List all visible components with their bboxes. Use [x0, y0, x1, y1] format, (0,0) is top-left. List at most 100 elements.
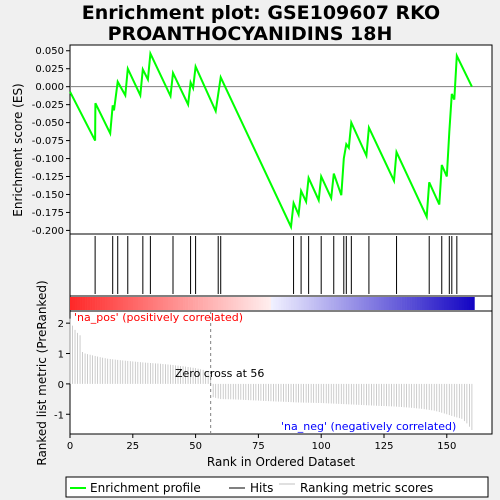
x-tick-label: 100 — [312, 441, 331, 452]
es-ytick-label: -0.025 — [32, 100, 64, 111]
hit-marks — [94, 236, 458, 294]
zero-cross-annotation: Zero cross at 56 — [175, 367, 264, 380]
gradient-cell — [308, 297, 312, 310]
gradient-cell — [411, 297, 415, 310]
gradient-cell — [434, 297, 438, 310]
es-ylabel: Enrichment score (ES) — [11, 83, 25, 216]
gradient-cell — [288, 297, 292, 310]
gradient-panel — [69, 295, 493, 312]
rank-ytick-label: -1 — [54, 410, 64, 421]
gradient-cell — [258, 297, 262, 310]
es-ytick-label: -0.100 — [32, 154, 64, 165]
gradient-cell — [361, 297, 365, 310]
legend-label-metric: Ranking metric scores — [300, 481, 433, 495]
gradient-cell — [409, 297, 412, 310]
gradient-cell — [270, 297, 274, 310]
gradient-cell — [323, 297, 327, 310]
neg-annotation: 'na_neg' (negatively correlated) — [281, 420, 456, 433]
gradient-cell — [195, 297, 199, 310]
es-axis-ticks: 0.050 0.025 0.000 -0.025 -0.050 -0.075 -0.100 -… — [32, 46, 70, 237]
gradient-cell — [381, 297, 385, 310]
gradient-cell — [218, 297, 222, 310]
gradient-cell — [208, 297, 211, 310]
gradient-cell — [162, 297, 166, 310]
gradient-cell — [155, 297, 159, 310]
gradient-cell — [85, 297, 88, 310]
rank-ytick-label: 1 — [58, 350, 64, 361]
gradient-cell — [268, 297, 272, 310]
gradient-cell — [451, 297, 455, 310]
gradient-cell — [296, 297, 299, 310]
hits-plot-area — [69, 233, 493, 297]
gradient-cell — [293, 297, 297, 310]
rank-plot-area — [69, 310, 493, 435]
gradient-cell — [441, 297, 445, 310]
x-tick-label: 150 — [437, 441, 456, 452]
gradient-cell — [376, 297, 380, 310]
gradient-cell — [90, 297, 93, 310]
enrichment-profile-line — [69, 49, 473, 231]
gradient-cell — [205, 297, 209, 310]
gradient-cell — [215, 297, 219, 310]
gradient-cell — [132, 297, 136, 310]
es-ytick-label: -0.200 — [32, 226, 64, 237]
es-ytick-label: -0.150 — [32, 190, 64, 201]
gradient-cell — [353, 297, 357, 310]
gradient-cell — [446, 297, 450, 310]
gradient-cell — [152, 297, 156, 310]
gradient-cell — [386, 297, 390, 310]
gradient-cell — [454, 297, 458, 310]
gradient-cell — [363, 297, 367, 310]
gradient-cell — [117, 297, 121, 310]
legend-label-hits: Hits — [250, 481, 273, 495]
gradient-cell — [316, 297, 319, 310]
gradient-cell — [193, 297, 196, 310]
gradient-cell — [135, 297, 139, 310]
x-tick-label: 25 — [126, 441, 139, 452]
gradient-cell — [95, 297, 98, 310]
gradient-cell — [368, 297, 372, 310]
gradient-cell — [165, 297, 169, 310]
gradient-cell — [466, 297, 470, 310]
gradient-cell — [175, 297, 179, 310]
hits-panel — [69, 233, 493, 297]
gradient-cell — [178, 297, 181, 310]
gradient-cell — [461, 297, 465, 310]
gradient-cell — [137, 297, 141, 310]
gradient-cell — [273, 297, 277, 310]
gradient-cell — [449, 297, 453, 310]
gradient-cell — [378, 297, 382, 310]
gradient-cell — [102, 297, 106, 310]
ranking-metric-bars — [69, 318, 473, 431]
gradient-cell — [328, 297, 332, 310]
gradient-cell — [439, 297, 443, 310]
gradient-cell — [383, 297, 387, 310]
es-ytick-label: -0.125 — [32, 172, 64, 183]
x-tick-label: 75 — [252, 441, 265, 452]
gradient-cell — [301, 297, 304, 310]
gradient-cell — [343, 297, 347, 310]
gradient-cell — [311, 297, 314, 310]
gradient-cell — [469, 297, 473, 310]
gradient-cell — [107, 297, 111, 310]
gradient-cell — [127, 297, 131, 310]
gradient-cell — [180, 297, 184, 310]
gradient-cell — [321, 297, 325, 310]
gradient-cell — [399, 297, 402, 310]
gradient-cell — [198, 297, 201, 310]
gradient-cell — [263, 297, 267, 310]
gradient-cell — [459, 297, 463, 310]
es-ytick-label: -0.175 — [32, 208, 64, 219]
x-tick-label: 125 — [374, 441, 393, 452]
gradient-cell — [87, 297, 91, 310]
gradient-cell — [240, 297, 244, 310]
gradient-cell — [404, 297, 407, 310]
gradient-cell — [278, 297, 282, 310]
gradient-cell — [228, 297, 232, 310]
es-plot-area — [69, 44, 493, 235]
gradient-cell — [313, 297, 317, 310]
gradient-cell — [346, 297, 350, 310]
gradient-cell — [429, 297, 433, 310]
gradient-cell — [260, 297, 264, 310]
legend: Enrichment profile Hits Ranking metric s… — [65, 476, 489, 498]
